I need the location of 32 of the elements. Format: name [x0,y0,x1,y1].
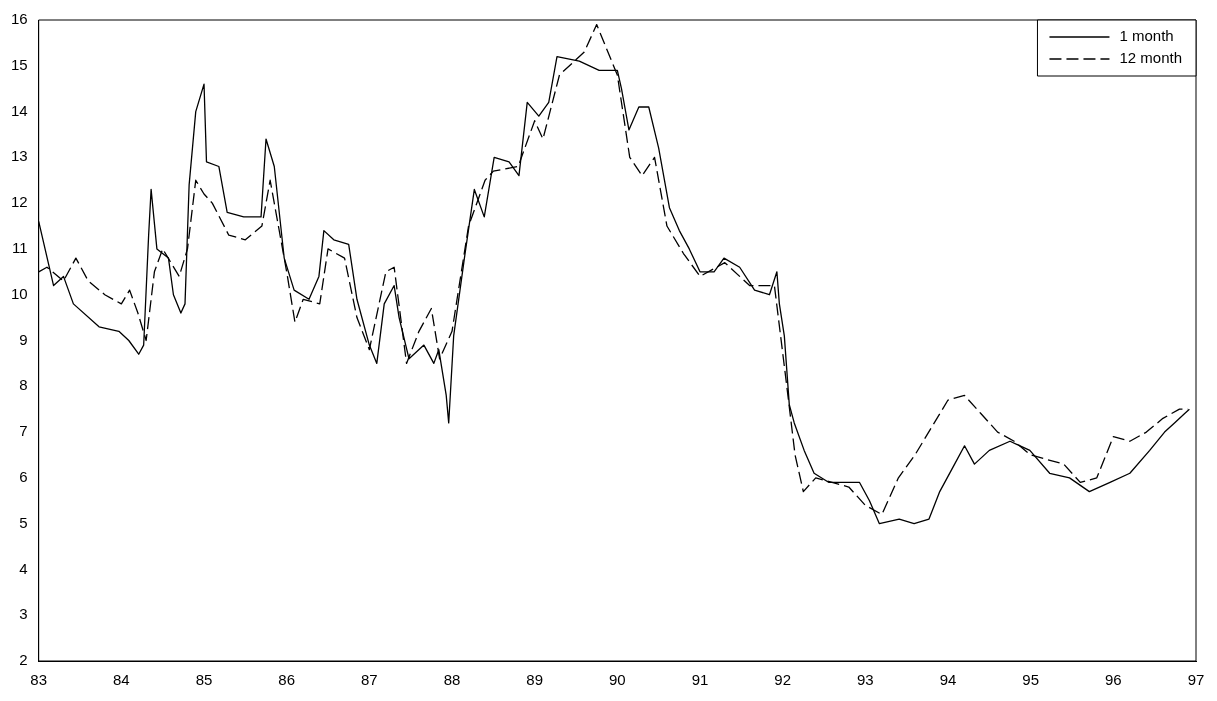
x-tick-label: 95 [1022,671,1040,689]
y-tick-label: 6 [19,468,28,485]
y-tick-label: 11 [12,239,28,257]
x-tick-label: 83 [30,671,48,689]
y-tick-label: 16 [11,10,28,28]
y-tick-label: 15 [11,55,28,73]
x-tick-label: 92 [774,671,792,689]
x-tick-label: 88 [443,671,461,689]
y-tick-label: 9 [19,330,28,348]
x-tick-label: 86 [278,671,296,689]
y-tick-label: 8 [19,376,28,394]
y-tick-label: 13 [11,147,28,165]
y-tick-label: 10 [11,284,28,302]
y-tick-label: 14 [11,101,28,119]
x-tick-label: 91 [691,671,709,689]
x-tick-label: 84 [113,671,130,689]
x-tick-label: 96 [1104,671,1122,689]
legend-label: 1 month [1119,27,1174,45]
legend-label: 12 month [1119,49,1183,67]
y-tick-label: 3 [19,605,28,623]
x-tick-label: 89 [526,671,544,689]
y-tick-label: 4 [19,559,28,577]
y-tick-label: 7 [19,422,28,440]
x-tick-label: 93 [856,671,874,689]
x-tick-label: 90 [609,671,626,689]
x-tick-label: 87 [361,671,378,689]
x-tick-label: 85 [195,671,213,689]
x-tick-label: 97 [1187,671,1205,689]
x-tick-label: 94 [939,671,957,689]
y-tick-label: 12 [11,193,28,211]
y-tick-label: 5 [19,513,28,531]
y-tick-label: 2 [19,651,28,669]
